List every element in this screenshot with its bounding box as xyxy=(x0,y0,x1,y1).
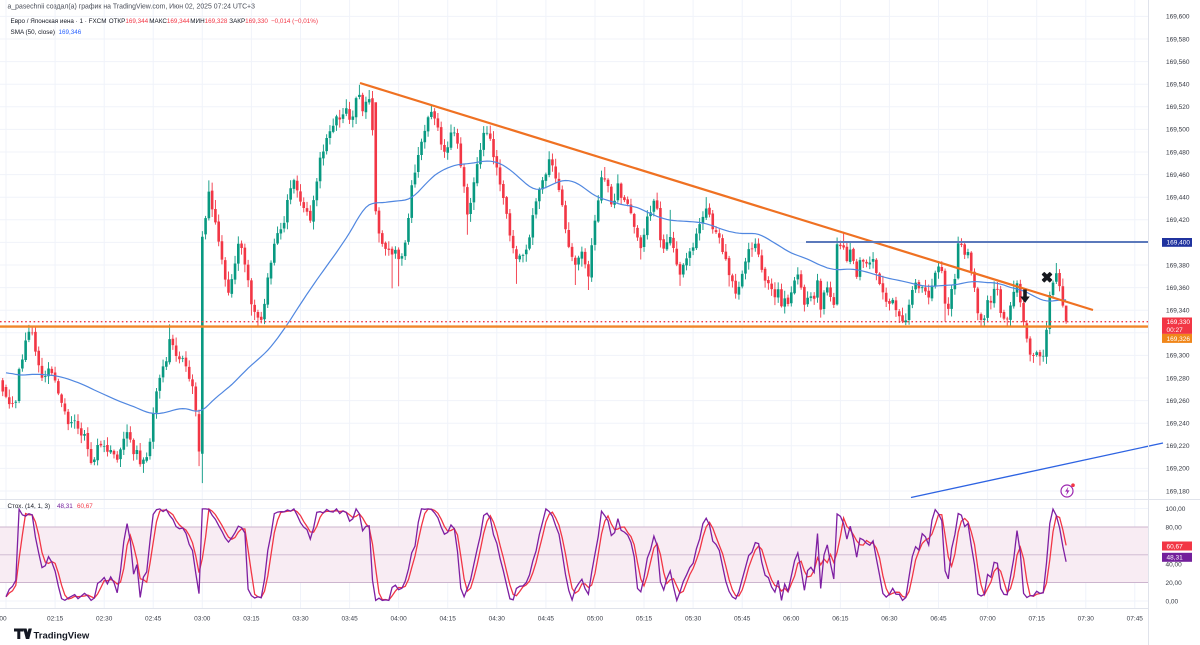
svg-text:169,300: 169,300 xyxy=(1166,353,1190,360)
svg-text:03:45: 03:45 xyxy=(341,616,358,623)
svg-text:Стох. (14, 1, 3): Стох. (14, 1, 3) xyxy=(8,503,51,510)
svg-text:07:00: 07:00 xyxy=(979,616,996,623)
svg-text:169,330: 169,330 xyxy=(1167,319,1191,326)
svg-text:169,240: 169,240 xyxy=(1166,421,1190,428)
svg-text:06:15: 06:15 xyxy=(832,616,849,623)
svg-text:05:30: 05:30 xyxy=(685,616,702,623)
svg-text:48,31: 48,31 xyxy=(57,503,73,510)
svg-text:ОТКР169,344: ОТКР169,344 xyxy=(109,18,149,25)
svg-text:169,326: 169,326 xyxy=(1167,336,1191,343)
svg-text:06:45: 06:45 xyxy=(930,616,947,623)
svg-text:0,00: 0,00 xyxy=(1166,598,1179,605)
svg-text:20,00: 20,00 xyxy=(1166,580,1183,587)
svg-text:80,00: 80,00 xyxy=(1166,524,1183,531)
svg-text:60,67: 60,67 xyxy=(1167,543,1184,550)
svg-text:169,340: 169,340 xyxy=(1166,308,1190,315)
svg-text:02:45: 02:45 xyxy=(145,616,162,623)
svg-text:04:30: 04:30 xyxy=(489,616,506,623)
svg-text:02:15: 02:15 xyxy=(47,616,64,623)
svg-text:169,440: 169,440 xyxy=(1166,195,1190,202)
svg-text:169,180: 169,180 xyxy=(1166,488,1190,495)
svg-text:60,67: 60,67 xyxy=(77,503,93,510)
svg-text:04:45: 04:45 xyxy=(538,616,555,623)
svg-text:05:00: 05:00 xyxy=(587,616,604,623)
svg-text:169,400: 169,400 xyxy=(1167,240,1191,247)
svg-text:00:27: 00:27 xyxy=(1167,327,1184,334)
svg-text:169,600: 169,600 xyxy=(1166,14,1190,21)
svg-text:МАКС169,344: МАКС169,344 xyxy=(149,18,190,25)
svg-text:169,560: 169,560 xyxy=(1166,59,1190,66)
svg-text:169,260: 169,260 xyxy=(1166,398,1190,405)
svg-text:169,500: 169,500 xyxy=(1166,127,1190,134)
svg-text:−0,014 (−0,01%): −0,014 (−0,01%) xyxy=(271,18,318,25)
svg-text:03:30: 03:30 xyxy=(292,616,309,623)
svg-text:06:00: 06:00 xyxy=(783,616,800,623)
svg-text:169,200: 169,200 xyxy=(1166,466,1190,473)
svg-text:169,360: 169,360 xyxy=(1166,285,1190,292)
svg-text:SMA (50, close): SMA (50, close) xyxy=(11,29,55,36)
svg-text:48,31: 48,31 xyxy=(1167,555,1184,562)
svg-text:169,520: 169,520 xyxy=(1166,104,1190,111)
svg-text:04:15: 04:15 xyxy=(440,616,457,623)
svg-text:02:00: 02:00 xyxy=(0,616,7,623)
svg-text:07:45: 07:45 xyxy=(1127,616,1144,623)
svg-text:a_pasechnii создал(а) график н: a_pasechnii создал(а) график на TradingV… xyxy=(8,4,256,11)
svg-text:03:15: 03:15 xyxy=(243,616,260,623)
svg-text:169,540: 169,540 xyxy=(1166,82,1190,89)
svg-text:169,346: 169,346 xyxy=(59,29,82,36)
svg-text:05:15: 05:15 xyxy=(636,616,653,623)
svg-text:02:30: 02:30 xyxy=(96,616,113,623)
svg-text:169,220: 169,220 xyxy=(1166,443,1190,450)
svg-text:МИН169,328: МИН169,328 xyxy=(190,18,228,25)
svg-text:07:15: 07:15 xyxy=(1029,616,1046,623)
svg-text:169,580: 169,580 xyxy=(1166,36,1190,43)
svg-text:169,420: 169,420 xyxy=(1166,217,1190,224)
svg-text:ЗАКР169,330: ЗАКР169,330 xyxy=(229,18,268,25)
svg-text:05:45: 05:45 xyxy=(734,616,751,623)
svg-text:40,00: 40,00 xyxy=(1166,561,1183,568)
svg-text:TradingView: TradingView xyxy=(34,631,90,642)
svg-text:169,480: 169,480 xyxy=(1166,149,1190,156)
svg-text:03:00: 03:00 xyxy=(194,616,211,623)
svg-text:169,280: 169,280 xyxy=(1166,375,1190,382)
svg-text:169,460: 169,460 xyxy=(1166,172,1190,179)
svg-text:07:30: 07:30 xyxy=(1078,616,1095,623)
svg-text:169,380: 169,380 xyxy=(1166,262,1190,269)
svg-text:Евро / Японская иена · 1 · FXC: Евро / Японская иена · 1 · FXCM xyxy=(11,18,107,25)
svg-text:06:30: 06:30 xyxy=(881,616,898,623)
svg-text:04:00: 04:00 xyxy=(390,616,407,623)
svg-text:100,00: 100,00 xyxy=(1166,506,1186,513)
